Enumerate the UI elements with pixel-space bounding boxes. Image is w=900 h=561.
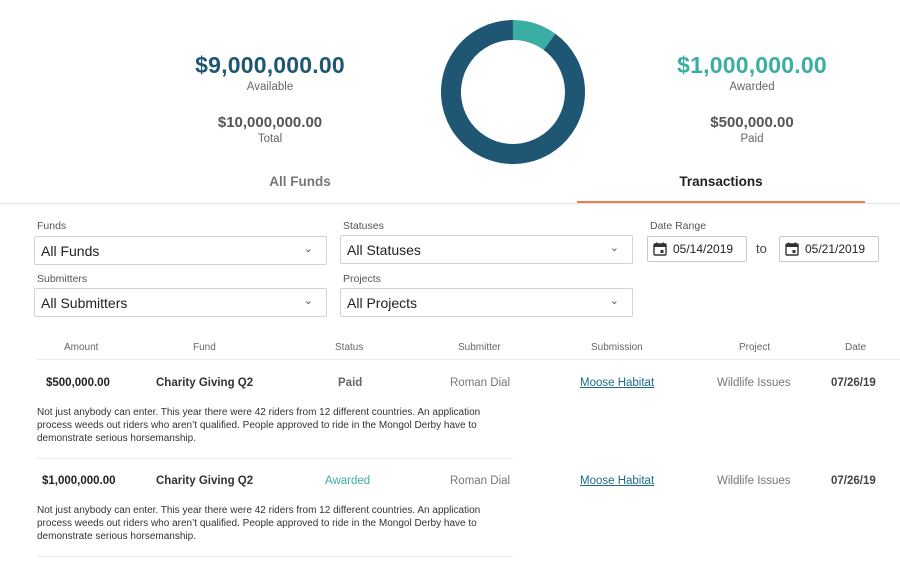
awarded-amount: $1,000,000.00 (677, 52, 827, 78)
active-tab-indicator (577, 201, 865, 203)
calendar-icon (785, 242, 799, 256)
paid-label: Paid (740, 133, 764, 145)
row-amount: $1,000,000.00 (42, 475, 116, 487)
projects-select-value: All Projects (347, 295, 418, 311)
paid-amount: $500,000.00 (710, 114, 794, 131)
row-submitter: Roman Dial (450, 377, 511, 389)
date-from-value: 05/14/2019 (673, 242, 734, 256)
description-line: Not just anybody can enter. This year th… (37, 407, 481, 418)
chevron-down-icon: ⌄ (609, 295, 619, 307)
submitters-filter-label: Submitters (37, 273, 88, 285)
statuses-select[interactable]: All Statuses ⌄ (340, 235, 633, 264)
row-fund: Charity Giving Q2 (156, 377, 254, 389)
awarded-label: Awarded (729, 81, 775, 93)
submitters-select[interactable]: All Submitters ⌄ (34, 288, 327, 317)
row-description: Not just anybody can enter. This year th… (37, 406, 517, 445)
column-header-submitter: Submitter (458, 342, 501, 353)
chevron-down-icon: ⌄ (303, 295, 313, 307)
chevron-down-icon: ⌄ (303, 243, 313, 255)
column-header-submission: Submission (591, 342, 643, 353)
row-divider (37, 556, 513, 557)
status-badge: Awarded (325, 475, 371, 487)
header-divider (37, 359, 900, 360)
row-submitter: Roman Dial (450, 475, 511, 487)
projects-select[interactable]: All Projects ⌄ (340, 288, 633, 317)
date-range-label: Date Range (650, 220, 707, 232)
row-date: 07/26/19 (831, 377, 876, 389)
available-stat: $9,000,000.00 Available (170, 52, 370, 93)
row-project: Wildlife Issues (717, 475, 791, 487)
funds-donut-chart (441, 20, 585, 164)
row-description: Not just anybody can enter. This year th… (37, 504, 517, 543)
description-line: process weeds out riders who aren’t qual… (37, 420, 477, 431)
description-line: demonstrate serious horsemanship. (37, 433, 196, 444)
total-label: Total (257, 133, 283, 145)
total-amount: $10,000,000.00 (217, 114, 323, 131)
paid-stat: $500,000.00 Paid (652, 114, 852, 145)
tab-transactions[interactable]: Transactions (679, 174, 763, 189)
status-badge: Paid (338, 377, 363, 389)
tab-divider (0, 203, 900, 204)
description-line: demonstrate serious horsemanship. (37, 531, 196, 542)
awarded-stat: $1,000,000.00 Awarded (652, 52, 852, 93)
funds-select[interactable]: All Funds ⌄ (34, 236, 327, 265)
row-amount: $500,000.00 (46, 377, 110, 389)
donut-segment-available (441, 20, 585, 164)
row-fund: Charity Giving Q2 (156, 475, 254, 487)
column-header-fund: Fund (193, 342, 216, 353)
date-to-input[interactable]: 05/21/2019 (779, 236, 879, 262)
statuses-filter-label: Statuses (343, 220, 384, 232)
row-project: Wildlife Issues (717, 377, 791, 389)
column-header-project: Project (739, 342, 771, 353)
row-date: 07/26/19 (831, 475, 876, 487)
calendar-icon (653, 242, 667, 256)
tab-all-funds[interactable]: All Funds (269, 174, 331, 189)
description-line: process weeds out riders who aren’t qual… (37, 518, 477, 529)
submission-link[interactable]: Moose Habitat (580, 475, 655, 487)
date-from-input[interactable]: 05/14/2019 (647, 236, 747, 262)
available-amount: $9,000,000.00 (195, 52, 345, 78)
statuses-select-value: All Statuses (347, 242, 421, 258)
column-header-date: Date (845, 342, 867, 353)
chevron-down-icon: ⌄ (609, 242, 619, 254)
date-to-value: 05/21/2019 (805, 242, 866, 256)
description-line: Not just anybody can enter. This year th… (37, 505, 481, 516)
projects-filter-label: Projects (343, 273, 381, 285)
column-header-status: Status (335, 342, 364, 353)
row-divider (37, 458, 513, 459)
submitters-select-value: All Submitters (41, 295, 128, 311)
available-label: Available (246, 81, 294, 93)
date-range-to-label: to (756, 241, 767, 256)
total-stat: $10,000,000.00 Total (170, 114, 370, 145)
funds-select-value: All Funds (41, 243, 100, 259)
funds-filter-label: Funds (37, 220, 67, 232)
column-header-amount: Amount (64, 342, 99, 353)
submission-link[interactable]: Moose Habitat (580, 377, 655, 389)
donut-segment-awarded (512, 20, 556, 51)
